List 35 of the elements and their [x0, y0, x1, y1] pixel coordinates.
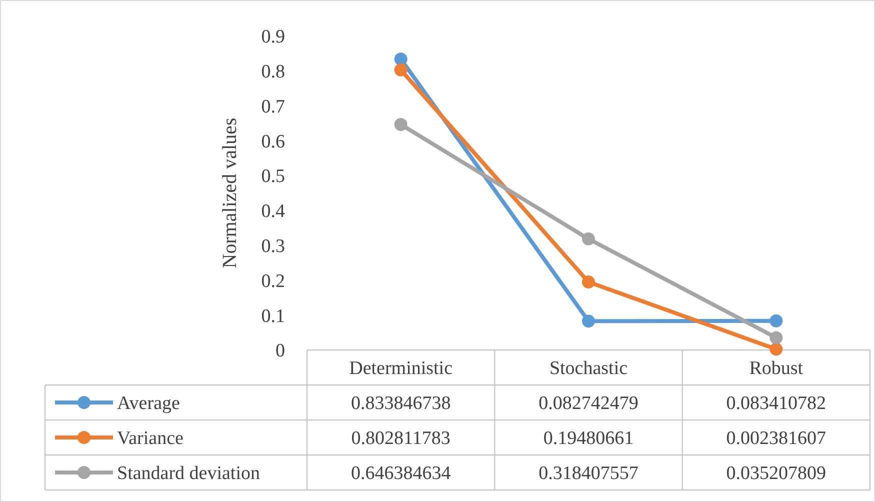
y-tick-label: 0: [276, 340, 285, 362]
point: [394, 52, 408, 66]
point: [394, 63, 408, 76]
x-tick-label: Robust: [749, 358, 804, 380]
y-tick-label: 0.1: [261, 306, 285, 327]
y-tick-label: 0.7: [261, 96, 285, 118]
data-label: 0.318407557: [538, 463, 638, 484]
y-tick-label: 0.9: [261, 26, 285, 48]
data-label: 0.802811783: [351, 428, 450, 450]
y-axis-title: Normalized values: [219, 118, 241, 268]
y-tick-label: 0.2: [261, 270, 285, 292]
point: [770, 342, 783, 356]
data-label: 0.833846738: [350, 393, 451, 414]
x-tick-label: Deterministic: [349, 358, 453, 380]
data-label: 0.002381607: [726, 428, 826, 450]
point: [582, 276, 595, 289]
y-tick-label: 0.4: [261, 201, 286, 222]
data-label: 0.083410782: [726, 393, 826, 414]
point: [770, 314, 783, 328]
legend-label: Variance: [117, 428, 184, 450]
y-tick-label: 0.6: [261, 131, 285, 152]
y-tick-label: 0.5: [261, 166, 285, 188]
y-tick-label: 0.8: [261, 62, 285, 83]
legend-label: Standard deviation: [117, 463, 260, 484]
data-label: 0.646384634: [350, 463, 452, 484]
y-tick-label: 0.3: [261, 236, 285, 257]
point: [582, 314, 595, 328]
point: [770, 331, 783, 344]
data-label: 0.082742479: [538, 393, 638, 414]
x-tick-label: Stochastic: [549, 358, 628, 380]
point: [582, 232, 595, 246]
data-label: 0.19480661: [543, 428, 634, 450]
data-label: 0.035207809: [726, 463, 826, 484]
legend-label: Average: [117, 393, 180, 414]
point: [394, 118, 408, 131]
